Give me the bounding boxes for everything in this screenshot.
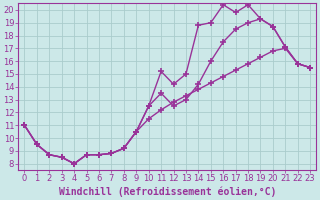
X-axis label: Windchill (Refroidissement éolien,°C): Windchill (Refroidissement éolien,°C) <box>59 186 276 197</box>
